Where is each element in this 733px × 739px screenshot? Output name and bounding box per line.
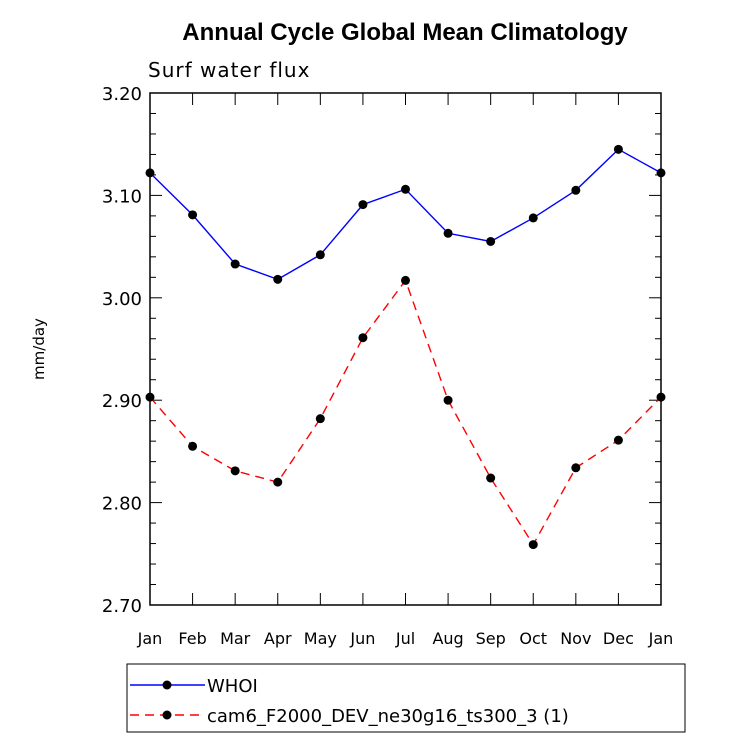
- x-tick-label: May: [304, 629, 337, 648]
- legend-entry: WHOI: [130, 676, 258, 697]
- data-point: [571, 185, 581, 195]
- data-point: [145, 392, 155, 402]
- series-cam6: [145, 275, 666, 550]
- data-point: [188, 441, 198, 451]
- data-point: [528, 540, 538, 550]
- data-point: [528, 213, 538, 223]
- data-point: [145, 168, 155, 178]
- data-point: [571, 463, 581, 473]
- data-point: [486, 236, 496, 246]
- y-tick-label: 3.20: [102, 84, 142, 105]
- series-line: [149, 278, 662, 546]
- x-tick-label: Sep: [476, 629, 506, 648]
- x-tick-label: Nov: [560, 629, 591, 648]
- legend-label: cam6_F2000_DEV_ne30g16_ts300_3 (1): [207, 706, 569, 727]
- y-tick-label: 3.10: [102, 186, 142, 207]
- legend-marker: [162, 680, 172, 690]
- y-axis-ticks: 2.70 2.80 2.90 3.00 3.10 3.20: [102, 84, 661, 617]
- y-tick-label: 3.00: [102, 289, 142, 310]
- data-point: [613, 435, 623, 445]
- x-tick-label: Mar: [220, 629, 251, 648]
- data-point: [656, 168, 666, 178]
- x-tick-label: Jun: [349, 629, 375, 648]
- data-point: [273, 477, 283, 487]
- data-point: [443, 395, 453, 405]
- x-tick-label: Jan: [137, 629, 163, 648]
- x-tick-label: Aug: [432, 629, 463, 648]
- chart-subtitle: Surf water flux: [148, 58, 310, 82]
- legend: WHOI cam6_F2000_DEV_ne30g16_ts300_3 (1): [126, 663, 686, 733]
- data-point: [486, 473, 496, 483]
- series-line: [149, 148, 662, 281]
- data-point: [188, 210, 198, 220]
- series-whoi: [145, 144, 666, 284]
- legend-marker: [162, 710, 172, 720]
- data-point: [230, 466, 240, 476]
- y-tick-label: 2.90: [102, 391, 142, 412]
- x-tick-label: Feb: [178, 629, 206, 648]
- data-point: [401, 275, 410, 285]
- plot-frame: [149, 92, 662, 606]
- y-tick-label: 2.80: [102, 494, 142, 515]
- data-point: [656, 392, 666, 402]
- x-tick-label: Jan: [648, 629, 674, 648]
- plot-border: [149, 92, 662, 606]
- legend-label: WHOI: [207, 676, 258, 697]
- legend-box: [126, 663, 686, 733]
- x-axis-ticks: Jan Feb Mar Apr May Jun Jul Aug Sep Oct Nov Dec Jan: [137, 93, 674, 648]
- chart-title: Annual Cycle Global Mean Climatology: [182, 19, 628, 46]
- data-point: [230, 259, 240, 269]
- data-point: [613, 144, 623, 154]
- x-tick-label: Jul: [395, 629, 415, 648]
- series-layer: [145, 144, 666, 550]
- data-point: [358, 200, 368, 210]
- y-axis-label: mm/day: [30, 318, 48, 380]
- data-point: [315, 250, 325, 260]
- data-point: [358, 333, 368, 343]
- x-tick-label: Apr: [264, 629, 292, 648]
- x-tick-label: Oct: [519, 629, 547, 648]
- legend-entry: cam6_F2000_DEV_ne30g16_ts300_3 (1): [130, 706, 569, 727]
- y-tick-label: 2.70: [102, 596, 142, 617]
- data-point: [273, 274, 283, 284]
- data-point: [315, 414, 325, 424]
- data-point: [401, 184, 410, 194]
- data-point: [443, 228, 453, 238]
- x-tick-label: Dec: [603, 629, 634, 648]
